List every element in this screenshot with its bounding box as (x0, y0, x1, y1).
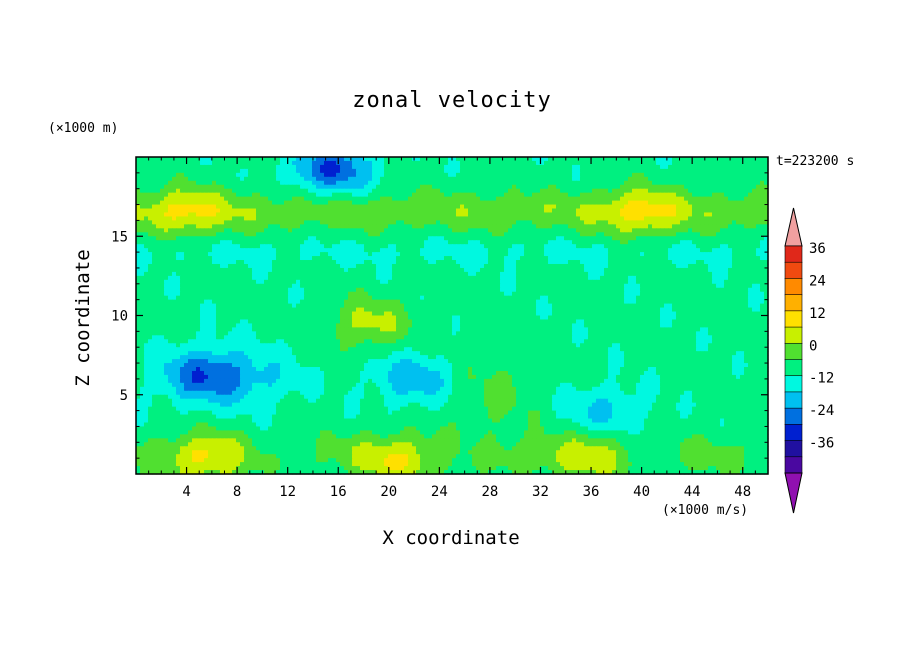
x-tick-label: 24 (431, 484, 448, 500)
colorbar-under-arrow (784, 472, 803, 514)
colorbar-tick-label: -36 (809, 436, 834, 452)
colorbar-swatch (784, 294, 803, 312)
colorbar-tick-label: 24 (809, 273, 826, 289)
x-tick-label: 28 (481, 484, 498, 500)
colorbar-swatch (784, 440, 803, 458)
colorbar-swatch (784, 407, 803, 425)
colorbar-tick-label: -12 (809, 371, 834, 387)
colorbar-swatch (784, 278, 803, 296)
x-axis: 4 8 12 16 20 24 28 32 36 40 44 48 (148, 157, 756, 500)
colorbar-tick-label: 0 (809, 338, 817, 354)
y-tick-label: 15 (111, 229, 128, 245)
x-tick-label: 36 (583, 484, 600, 500)
x-unit-label: (×1000 m/s) (662, 503, 749, 518)
y-axis: 5 10 15 (111, 172, 768, 459)
colorbar-swatch (784, 456, 803, 474)
y-unit-label: (×1000 m) (48, 121, 119, 136)
x-tick-label: 4 (182, 484, 190, 500)
contour-field (136, 157, 769, 475)
x-tick-label: 44 (684, 484, 701, 500)
x-tick-label: 20 (380, 484, 397, 500)
colorbar-swatch (784, 261, 803, 280)
colorbar-tick-label: 36 (809, 241, 826, 257)
colorbar: 36 24 12 0 -12 -24 -36 (784, 207, 834, 514)
colorbar-swatch (784, 359, 803, 377)
colorbar-swatch (784, 342, 803, 361)
colorbar-swatch (784, 310, 803, 328)
colorbar-swatch (784, 391, 803, 409)
x-tick-label: 8 (233, 484, 241, 500)
y-tick-label: 5 (120, 388, 128, 404)
x-tick-label: 16 (330, 484, 347, 500)
colorbar-swatch (784, 375, 803, 393)
y-tick-label: 10 (111, 309, 128, 325)
colorbar-tick-label: -24 (809, 403, 834, 419)
colorbar-tick-label: 12 (809, 306, 826, 322)
x-tick-label: 32 (532, 484, 549, 500)
colorbar-swatch (784, 424, 803, 442)
time-label: t=223200 s (776, 154, 855, 169)
colorbar-swatch (784, 326, 803, 344)
x-tick-label: 12 (279, 484, 296, 500)
chart-title: zonal velocity (352, 88, 552, 113)
colorbar-swatch (784, 245, 803, 263)
x-tick-label: 40 (633, 484, 650, 500)
colorbar-over-arrow (784, 207, 803, 247)
x-axis-label: X coordinate (382, 527, 520, 549)
x-tick-label: 48 (734, 484, 751, 500)
y-axis-label: Z coordinate (72, 249, 94, 387)
